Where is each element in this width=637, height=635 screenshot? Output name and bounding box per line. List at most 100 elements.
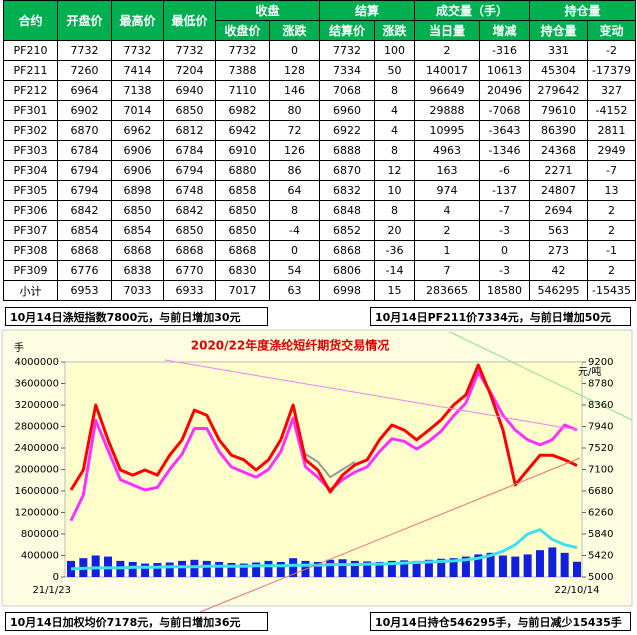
bar	[523, 554, 532, 577]
note: 10月14日PF211价7334元，与前日增加50元	[370, 307, 631, 326]
y2-tick-label: 5840	[588, 529, 613, 540]
table-cell: 2694	[529, 200, 588, 221]
y-tick-label: 4000000	[14, 357, 59, 368]
table-cell: PF309	[3, 260, 58, 281]
y-tick-label: 2400000	[14, 443, 59, 454]
header-cell: 持仓量	[529, 0, 636, 21]
bar	[338, 559, 347, 577]
bar	[326, 559, 335, 577]
y-axis-label: 手	[14, 341, 24, 354]
table-cell: 6794	[57, 180, 112, 201]
bar	[350, 560, 359, 577]
table-row: PF307 6854 6854 6850 6850 -4 6852 20 2 -3 563 2	[3, 220, 636, 241]
y-tick-label: 800000	[21, 529, 59, 540]
table-cell: 6854	[111, 220, 164, 241]
table-cell: -7068	[479, 100, 530, 121]
table-cell: 6870	[57, 120, 112, 141]
table-cell: 279642	[529, 80, 588, 101]
table-cell: -17379	[587, 60, 636, 81]
table-cell: 6922	[319, 120, 375, 141]
y-tick-label: 3600000	[14, 379, 59, 390]
table-cell: 15	[374, 280, 415, 301]
table-cell: 6953	[57, 280, 112, 301]
table-cell: 42	[529, 260, 588, 281]
line-series	[69, 363, 578, 494]
bar	[573, 561, 581, 577]
table-cell: 6870	[319, 160, 375, 181]
bar	[461, 556, 470, 577]
table-cell: PF210	[3, 40, 58, 61]
table-cell: 6850	[215, 220, 270, 241]
y2-tick-label: 8360	[588, 400, 613, 411]
bar	[252, 562, 261, 577]
bar	[363, 561, 372, 577]
bar	[128, 561, 137, 577]
table-cell: 6898	[111, 180, 164, 201]
bar	[215, 561, 224, 577]
bar	[486, 552, 495, 577]
header-cell: 收盘	[215, 0, 320, 21]
line-series	[70, 528, 578, 571]
table-cell: 6830	[215, 260, 270, 281]
y-tick-label: 1600000	[14, 486, 59, 497]
table-cell: PF303	[3, 140, 58, 161]
table-cell: 6806	[319, 260, 375, 281]
bar	[190, 559, 199, 577]
table-cell: 6868	[319, 240, 375, 261]
table-row: PF301 6902 7014 6850 6982 80 6960 4 29888 -7068 79…	[3, 100, 636, 121]
table-cell: 6964	[57, 80, 112, 101]
bar	[141, 563, 150, 577]
table-cell: 6812	[163, 120, 216, 141]
table-row: 收盘价 涨跌 结算价 涨跌 当日量 增减 持仓量 变动	[4, 20, 636, 41]
bar	[560, 552, 569, 577]
table-cell: 6982	[215, 100, 270, 121]
table-cell: 283665	[414, 280, 480, 301]
table-cell: 小计	[3, 280, 58, 301]
table-cell: 273	[529, 240, 588, 261]
table-cell: 6842	[163, 200, 216, 221]
x-tick-label: 21/1/23	[32, 585, 71, 596]
bar	[387, 560, 396, 577]
table-cell: 86390	[529, 120, 588, 141]
header-cell: 涨跌	[374, 20, 415, 41]
note: 10月14日持仓546295手，与前日减少15435手	[370, 612, 631, 631]
y2-tick-label: 8780	[588, 379, 613, 390]
header-cell: 持仓量	[529, 20, 588, 41]
table-row: PF302 6870 6962 6812 6942 72 6922 4 10995 -3643 86…	[3, 120, 636, 141]
table-cell: -316	[479, 40, 530, 61]
bar	[289, 558, 298, 577]
bar	[227, 563, 236, 577]
table-row: 合约 开盘价 最高价 最低价 收盘 结算 成交量（手） 持仓量	[3, 0, 636, 41]
table-cell: -15435	[587, 280, 636, 301]
y-tick-label: 400000	[21, 551, 59, 562]
table-cell: 126	[269, 140, 320, 161]
chart-title: 2020/22年度涤纶短纤期货交易情况	[191, 338, 389, 353]
table-cell: -3643	[479, 120, 530, 141]
bar	[548, 547, 557, 577]
bar	[264, 560, 273, 577]
bar	[424, 559, 433, 577]
header-cell: 合约	[3, 0, 58, 41]
table-cell: 7017	[215, 280, 270, 301]
y2-tick-label: 6260	[588, 508, 613, 519]
table-cell: 79610	[529, 100, 588, 121]
table-cell: 7204	[163, 60, 216, 81]
table-cell: 6850	[163, 100, 216, 121]
bar	[498, 555, 507, 577]
trend-line	[199, 457, 581, 613]
table-cell: 6940	[163, 80, 216, 101]
table-cell: 7732	[319, 40, 375, 61]
table-cell: 6880	[215, 160, 270, 181]
table-cell: 7110	[215, 80, 270, 101]
bar	[313, 561, 322, 577]
table-cell: 7068	[319, 80, 375, 101]
bar	[91, 555, 100, 577]
header-cell: 成交量（手）	[414, 0, 530, 21]
table-cell: 100	[374, 40, 415, 61]
bar	[202, 560, 211, 577]
y2-tick-label: 6680	[588, 486, 613, 497]
trend-line	[449, 331, 633, 421]
table-cell: 7014	[111, 100, 164, 121]
y2-tick-label: 5000	[588, 572, 613, 583]
